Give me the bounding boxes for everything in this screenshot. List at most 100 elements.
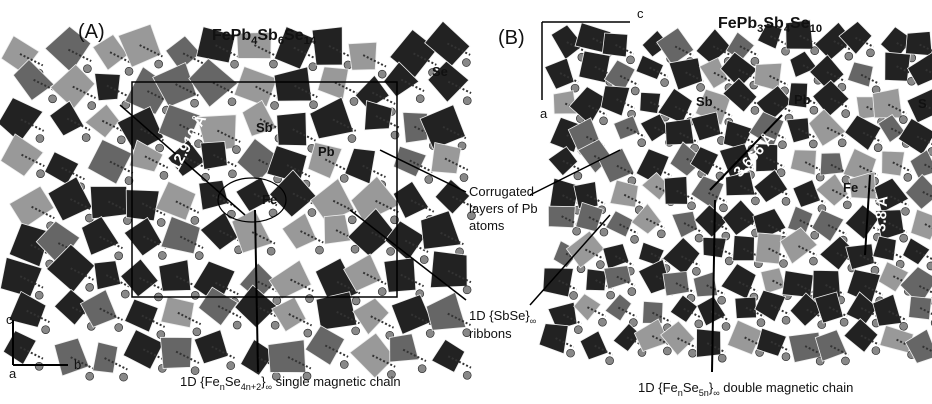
polyhedron [274, 67, 312, 101]
atom [899, 116, 907, 124]
atom [778, 141, 786, 149]
panel-label: (A) [78, 21, 105, 43]
polyhedron [432, 339, 465, 372]
polyhedron [420, 105, 465, 149]
polyhedron [601, 86, 630, 116]
atom [782, 353, 790, 361]
atom [607, 291, 615, 299]
text-segment: ribbons [469, 326, 512, 341]
subscript: ∞ [530, 316, 536, 326]
polyhedron [156, 181, 196, 220]
polyhedron [82, 217, 120, 256]
atom [193, 328, 201, 336]
atom [840, 318, 848, 326]
atom [598, 318, 606, 326]
polyhedron [393, 181, 428, 218]
polyhedron [324, 215, 350, 245]
atom [420, 256, 428, 264]
polyhedron [580, 331, 608, 360]
atom [695, 320, 703, 328]
atom [900, 322, 908, 330]
atom [722, 322, 730, 330]
text-segment: Se [790, 15, 810, 32]
polyhedron [906, 32, 932, 56]
text-segment: FePb [718, 15, 757, 32]
polyhedron [691, 112, 721, 141]
atom [232, 146, 240, 154]
arrow [530, 215, 610, 305]
atom [49, 95, 57, 103]
polyhedron [312, 27, 342, 65]
atom [570, 291, 578, 299]
atom-label: Pb [794, 92, 811, 107]
atom [315, 246, 323, 254]
atom [117, 136, 125, 144]
axis-label: b [74, 357, 81, 372]
atom [838, 139, 846, 147]
atom [83, 65, 91, 73]
atom [900, 234, 908, 242]
atom [86, 372, 94, 380]
polyhedron [790, 150, 816, 175]
atom [304, 329, 312, 337]
polyhedron [910, 150, 932, 178]
atom-label: Sb [256, 120, 273, 135]
atom [271, 321, 279, 329]
atom-label: S [918, 96, 927, 111]
annotation: 1D {SbSe}∞ [469, 308, 536, 326]
atom [125, 67, 133, 75]
atom [606, 357, 614, 365]
polyhedron [318, 67, 349, 100]
atom [36, 134, 44, 142]
polyhedron [793, 180, 820, 208]
atom [782, 316, 790, 324]
polyhedron [384, 258, 416, 293]
atom [463, 97, 471, 105]
annotation-line: layers of Pb [469, 201, 538, 216]
subscript: 5n [699, 388, 709, 398]
atom [874, 144, 882, 152]
atom [308, 209, 316, 217]
polyhedron [699, 58, 728, 89]
atom [155, 60, 163, 68]
text-segment: Sb [763, 15, 784, 32]
text-segment: double magnetic chain [720, 380, 854, 395]
polyhedron [268, 340, 306, 373]
polyhedron [602, 33, 627, 57]
atom [352, 327, 360, 335]
atom [340, 174, 348, 182]
atom [352, 297, 360, 305]
polyhedron [269, 260, 311, 299]
atom [567, 349, 575, 357]
polyhedron [755, 290, 786, 321]
atom [843, 201, 851, 209]
atom [688, 202, 696, 210]
atom [463, 371, 471, 379]
atom [425, 175, 433, 183]
atom [35, 362, 43, 370]
atom [115, 252, 123, 260]
atom [663, 347, 671, 355]
polyhedron [282, 213, 317, 249]
atom [340, 360, 348, 368]
polyhedron [545, 58, 574, 89]
atom [121, 290, 129, 298]
figure: (A) FePb4Sb6Se14 Se Sb Pb Fe 12.910 Å c … [0, 0, 932, 399]
polyhedron [425, 21, 470, 66]
atom [692, 267, 700, 275]
atom [310, 101, 318, 109]
atom [269, 60, 277, 68]
text-segment: Se [683, 380, 699, 395]
atom [195, 252, 203, 260]
polyhedron [277, 112, 307, 145]
polyhedron [48, 177, 92, 221]
atom [845, 52, 853, 60]
atom [695, 234, 703, 242]
atom [810, 106, 818, 114]
annotation: ribbons [469, 326, 512, 341]
polyhedron [426, 292, 466, 330]
atom [378, 288, 386, 296]
polyhedron [345, 148, 376, 184]
text-segment: 1D {Fe [180, 374, 220, 389]
